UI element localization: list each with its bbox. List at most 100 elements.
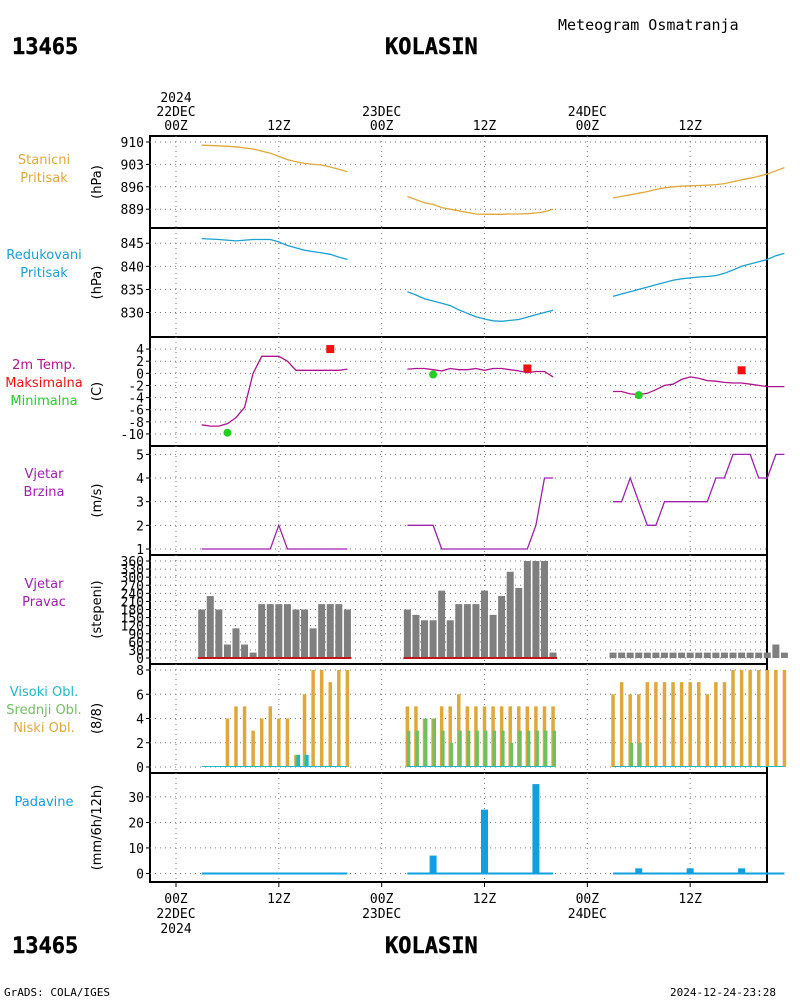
y-tick-label: 0	[136, 367, 144, 382]
top-time-label: 12Z	[267, 119, 291, 134]
tmax-marker	[737, 366, 746, 375]
wind-direction-bar	[421, 620, 429, 658]
cloud-bar	[302, 694, 307, 767]
cloud-bar	[705, 694, 710, 767]
y-tick-label: 903	[121, 158, 144, 173]
cloud-bar	[637, 694, 641, 767]
unit-label: (m/s)	[90, 484, 105, 518]
tmin-marker	[429, 370, 438, 379]
station_pressure-series-line	[407, 195, 554, 215]
y-tick-label: 180	[121, 604, 144, 619]
panel-precipitation: 30 20 10 0 (mm/6h/12h) Padavine	[15, 772, 785, 883]
wind-direction-bar	[343, 609, 351, 658]
wind-direction-bar	[720, 652, 728, 658]
bottom-time-label: 24DEC	[568, 907, 607, 922]
unit-label: (mm/6h/12h)	[90, 785, 105, 871]
panel-label: Vjetar	[25, 467, 65, 482]
y-tick-label: 0	[136, 652, 144, 667]
y-tick-label: 845	[121, 237, 144, 252]
bottom-time-label: 00Z	[576, 892, 600, 907]
cloud-bar	[535, 730, 539, 767]
panel-label: 2m Temp.	[12, 358, 76, 373]
panel-wind_speed: 5 4 3 2 1 (m/s) Vjetar Brzina	[24, 445, 785, 558]
y-tick-label: 30	[128, 644, 144, 659]
y-tick-label: 0	[136, 761, 144, 776]
wind-direction-bar	[335, 604, 343, 658]
cloud-bar	[662, 682, 667, 767]
unit-label: (hPa)	[90, 165, 105, 199]
precip-bar	[532, 784, 540, 874]
y-tick-label: 4	[136, 472, 144, 487]
cloud-bar	[311, 670, 315, 767]
cloud-bar	[423, 718, 428, 767]
panel-frame	[149, 336, 768, 447]
cloud-bar	[722, 682, 727, 767]
wind-direction-bar	[618, 652, 626, 658]
cloud-bar	[337, 670, 341, 767]
y-tick-label: 330	[121, 563, 144, 578]
cloud-bar	[679, 682, 684, 767]
wind-direction-bar	[446, 620, 454, 658]
cloud-bar	[466, 730, 471, 767]
panel-label: Pritisak	[20, 171, 68, 186]
wind-direction-bar	[206, 596, 214, 658]
wind-direction-bar	[412, 614, 420, 658]
tmax-marker	[523, 364, 532, 373]
cloud-bar	[654, 682, 658, 767]
panel-label: Pritisak	[20, 266, 68, 281]
y-tick-label: -8	[128, 416, 144, 431]
top-time-label: 12Z	[678, 119, 702, 134]
wind-direction-bar	[738, 652, 746, 658]
station_pressure-series-line	[201, 144, 348, 173]
cloud-bar	[619, 682, 624, 767]
cloud-bar	[475, 730, 479, 767]
cloud-bar	[518, 730, 522, 767]
y-tick-label: 60	[128, 636, 144, 651]
y-tick-label: 2	[136, 519, 144, 534]
wind_speed-series-line	[407, 477, 554, 550]
y-tick-label: 840	[121, 260, 144, 275]
panel-wind_direction: 3603303002702402101801501209060300(stepe…	[22, 554, 788, 667]
precip-bar	[481, 809, 488, 874]
panel-frame	[149, 445, 768, 556]
footer-station-id: 13465	[12, 934, 78, 959]
wind-direction-bar	[241, 644, 249, 658]
cloud-bar	[696, 682, 701, 767]
y-tick-label: 270	[121, 579, 144, 594]
y-tick-label: 830	[121, 307, 144, 322]
cloud-bar	[458, 730, 462, 767]
reduced_pressure-series-line	[201, 237, 348, 261]
wind-direction-bar	[609, 652, 617, 658]
cloud-bar	[296, 754, 301, 767]
precip-bar	[738, 868, 746, 874]
wind-direction-bar	[755, 652, 763, 658]
cloud-bar	[509, 742, 514, 767]
wind-direction-bar	[652, 652, 660, 658]
wind-direction-bar	[472, 604, 480, 658]
y-tick-label: 910	[121, 136, 144, 151]
wind-direction-bar	[258, 604, 266, 658]
cloud-bar	[638, 742, 642, 767]
cloud-bar	[483, 730, 488, 767]
wind-direction-bar	[686, 652, 694, 658]
wind-direction-bar	[429, 620, 437, 658]
y-tick-label: 120	[121, 620, 144, 635]
wind-direction-bar	[729, 652, 737, 658]
bottom-time-label: 12Z	[267, 892, 291, 907]
bottom-time-label: 23DEC	[362, 907, 401, 922]
y-tick-label: -6	[128, 404, 144, 419]
cloud-bar	[259, 718, 264, 767]
cloud-bar	[234, 706, 238, 767]
cloud-bar	[305, 754, 309, 767]
top-time-label: 00Z	[370, 119, 394, 134]
grads-credit: GrADS: COLA/IGES	[4, 986, 110, 999]
wind-direction-bar	[695, 652, 703, 658]
wind-direction-bar	[635, 652, 643, 658]
panel-label: Padavine	[15, 795, 74, 810]
top-time-label: 23DEC	[362, 105, 401, 120]
panel-label: Minimalna	[10, 394, 77, 409]
temperature-series-line	[407, 367, 554, 378]
wind-direction-bar	[481, 590, 488, 658]
